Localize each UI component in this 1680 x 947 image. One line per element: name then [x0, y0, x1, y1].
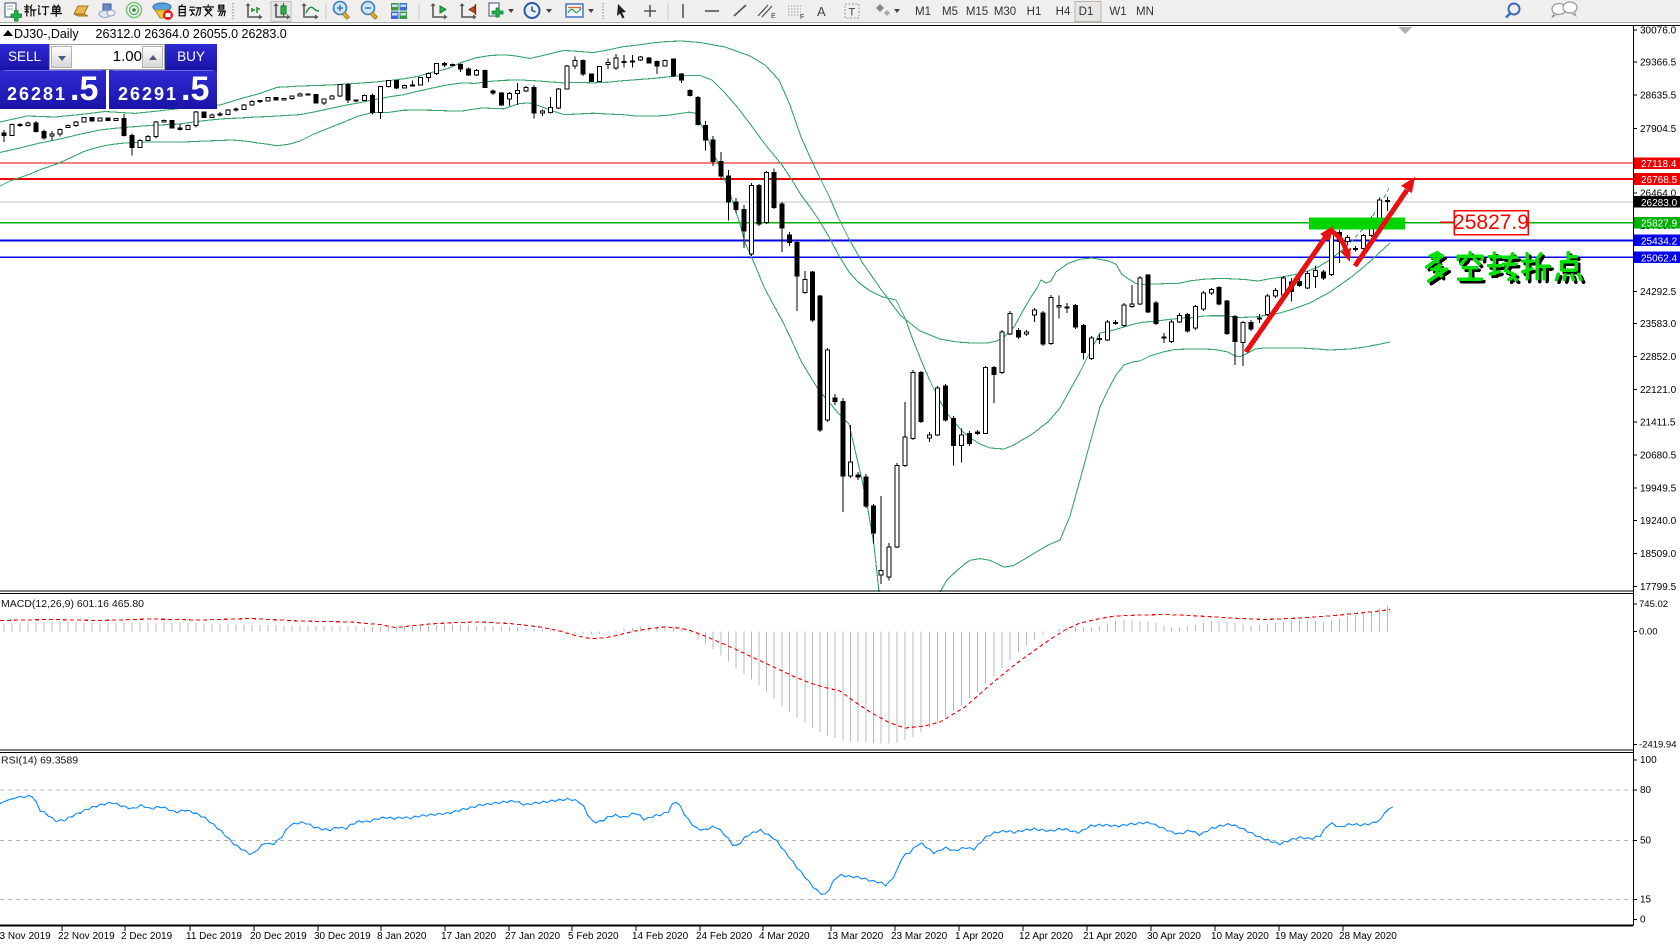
svg-text:8 Jan 2020: 8 Jan 2020: [377, 931, 427, 942]
svg-text:19949.5: 19949.5: [1640, 484, 1677, 495]
svg-text:22121.0: 22121.0: [1640, 385, 1677, 396]
svg-text:2 Dec 2019: 2 Dec 2019: [121, 931, 173, 942]
svg-text:14 Feb 2020: 14 Feb 2020: [632, 931, 689, 942]
svg-text:29366.5: 29366.5: [1640, 58, 1677, 69]
svg-text:23 Mar 2020: 23 Mar 2020: [891, 931, 948, 942]
svg-text:30 Apr 2020: 30 Apr 2020: [1147, 931, 1201, 942]
svg-text:W1: W1: [1109, 6, 1126, 18]
svg-text:H1: H1: [1027, 6, 1042, 18]
svg-text:23583.0: 23583.0: [1640, 319, 1677, 330]
svg-text:25062.4: 25062.4: [1641, 253, 1678, 264]
svg-text:27 Jan 2020: 27 Jan 2020: [505, 931, 560, 942]
svg-text:18509.0: 18509.0: [1640, 549, 1677, 560]
svg-text:21 Apr 2020: 21 Apr 2020: [1083, 931, 1137, 942]
svg-text:17 Jan 2020: 17 Jan 2020: [441, 931, 496, 942]
svg-text:27118.4: 27118.4: [1641, 159, 1677, 170]
svg-text:F: F: [800, 14, 804, 21]
svg-text:A: A: [817, 4, 826, 19]
svg-text:M1: M1: [915, 6, 931, 18]
svg-text:-2419.94: -2419.94: [1639, 739, 1677, 750]
svg-text:13 Nov 2019: 13 Nov 2019: [0, 931, 51, 942]
svg-text:4 Mar 2020: 4 Mar 2020: [759, 931, 810, 942]
svg-text:28635.5: 28635.5: [1640, 91, 1677, 102]
svg-text:MN: MN: [1136, 6, 1154, 18]
svg-text:T: T: [849, 7, 856, 19]
svg-text:17799.5: 17799.5: [1640, 582, 1677, 593]
svg-text:19240.0: 19240.0: [1640, 516, 1677, 527]
svg-text:27904.5: 27904.5: [1640, 124, 1677, 135]
svg-text:22 Nov 2019: 22 Nov 2019: [58, 931, 115, 942]
svg-text:11 Dec 2019: 11 Dec 2019: [186, 931, 242, 942]
svg-text:20 Dec 2019: 20 Dec 2019: [250, 931, 307, 942]
svg-text:25827.9: 25827.9: [1641, 219, 1678, 230]
svg-text:M5: M5: [942, 6, 958, 18]
svg-text:80: 80: [1640, 785, 1652, 796]
svg-text:21411.5: 21411.5: [1640, 417, 1676, 428]
svg-text:H4: H4: [1056, 6, 1071, 18]
svg-text:12 Apr 2020: 12 Apr 2020: [1019, 931, 1073, 942]
svg-text:25434.2: 25434.2: [1641, 236, 1678, 247]
svg-text:0: 0: [1640, 915, 1646, 926]
svg-text:100: 100: [1640, 755, 1657, 766]
svg-text:745.02: 745.02: [1639, 599, 1668, 610]
svg-text:10 May 2020: 10 May 2020: [1211, 931, 1269, 942]
svg-text:D1: D1: [1079, 6, 1094, 18]
svg-text:24292.5: 24292.5: [1640, 287, 1677, 298]
svg-text:1 Apr 2020: 1 Apr 2020: [955, 931, 1004, 942]
svg-text:M15: M15: [966, 6, 988, 18]
svg-text:MACD(12,26,9) 601.16 465.80: MACD(12,26,9) 601.16 465.80: [1, 598, 144, 610]
svg-text:30 Dec 2019: 30 Dec 2019: [314, 931, 371, 942]
svg-text:28 May 2020: 28 May 2020: [1339, 931, 1397, 942]
svg-text:20680.5: 20680.5: [1640, 451, 1677, 462]
svg-text:19 May 2020: 19 May 2020: [1275, 931, 1333, 942]
svg-text:E: E: [771, 13, 776, 20]
svg-text:26768.5: 26768.5: [1641, 175, 1678, 186]
svg-text:M30: M30: [994, 6, 1016, 18]
svg-text:30076.0: 30076.0: [1640, 25, 1677, 36]
svg-text:13 Mar 2020: 13 Mar 2020: [827, 931, 884, 942]
svg-text:22852.0: 22852.0: [1640, 352, 1677, 363]
svg-text:24 Feb 2020: 24 Feb 2020: [696, 931, 753, 942]
svg-text:26464.0: 26464.0: [1640, 188, 1677, 199]
svg-text:5 Feb 2020: 5 Feb 2020: [568, 931, 619, 942]
svg-text:0.00: 0.00: [1639, 627, 1658, 638]
svg-text:25827.9: 25827.9: [1453, 211, 1529, 234]
svg-text:26283.0: 26283.0: [1641, 198, 1678, 209]
svg-text:15: 15: [1640, 895, 1652, 906]
svg-text:RSI(14) 69.3589: RSI(14) 69.3589: [1, 755, 78, 767]
svg-text:50: 50: [1640, 836, 1652, 847]
